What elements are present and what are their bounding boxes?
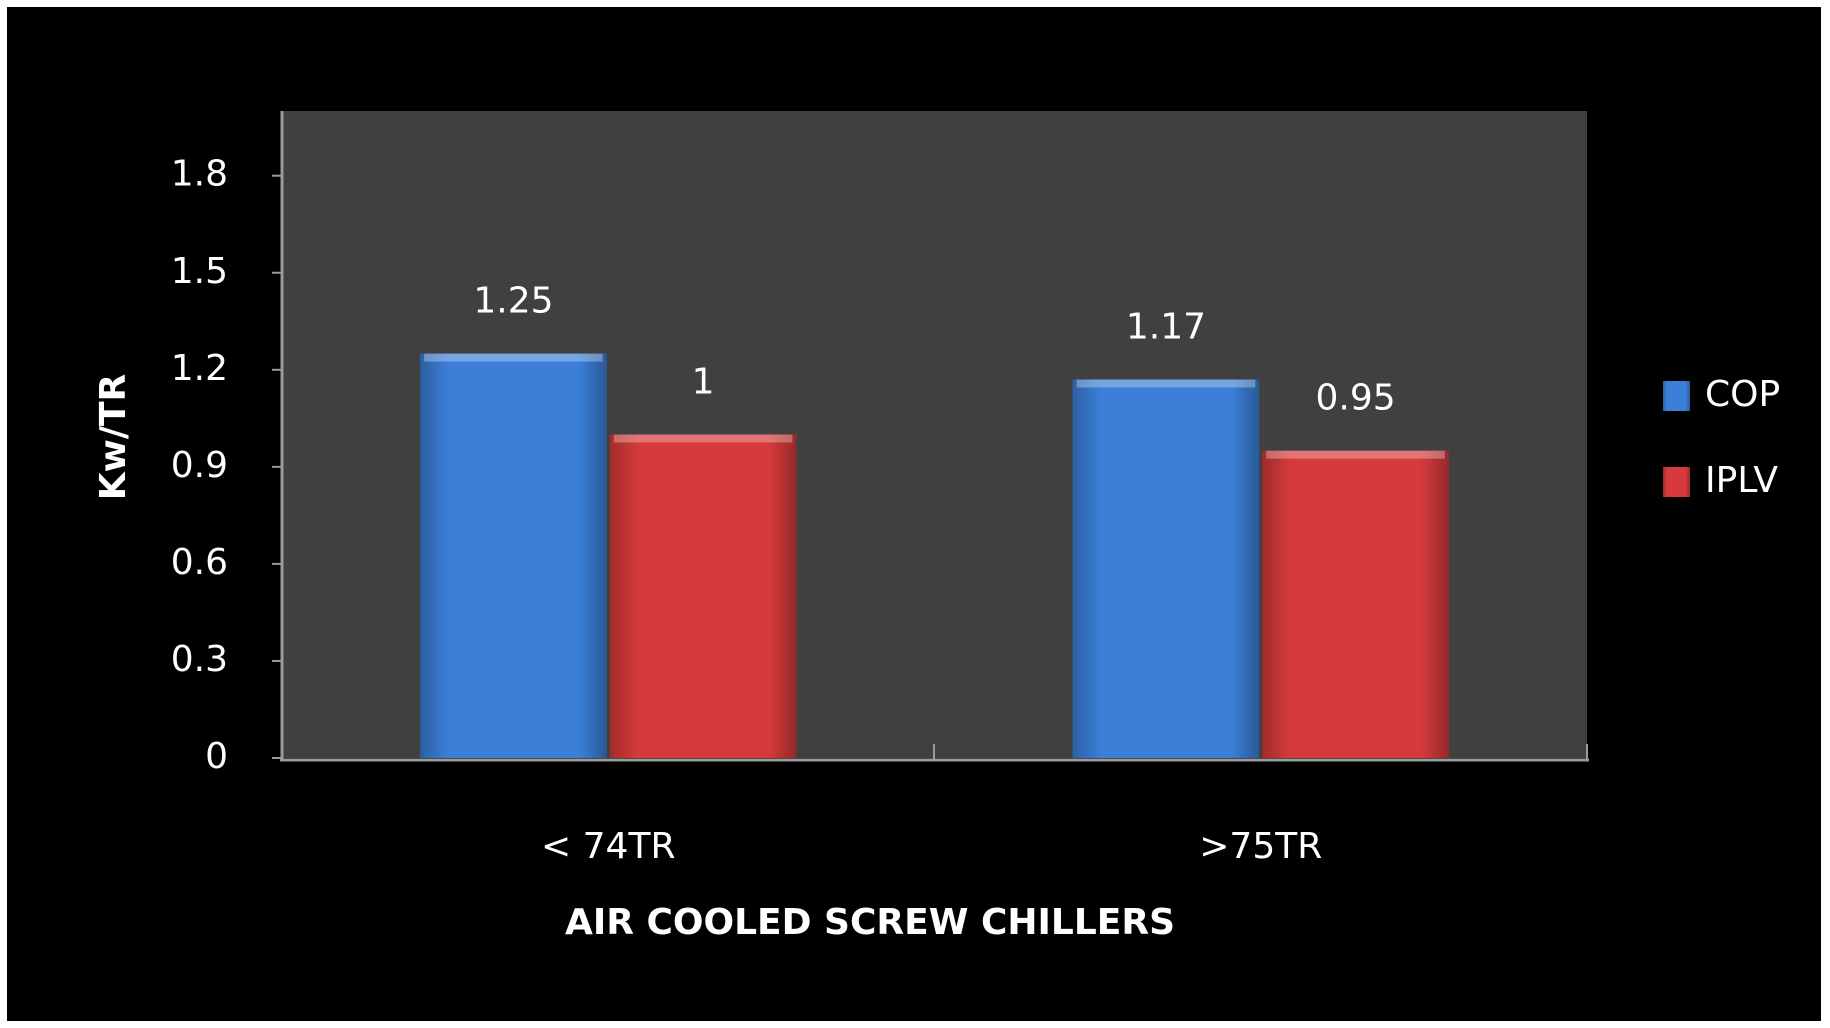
legend-swatch-shade <box>1663 381 1690 411</box>
legend-swatch-shade <box>1663 467 1690 497</box>
bar-highlight <box>613 434 793 443</box>
bar-shading <box>609 434 797 758</box>
y-tick-label: 0.3 <box>171 639 228 680</box>
x-tick-label: < 74TR <box>541 826 675 867</box>
y-tick-label: 0.6 <box>171 542 228 583</box>
x-tick-label: >75TR <box>1199 826 1322 867</box>
bar-shading <box>1072 379 1260 758</box>
bar-highlight <box>424 353 603 362</box>
bar-shading <box>1262 450 1449 758</box>
bar-shading <box>420 353 607 758</box>
data-label: 1 <box>692 362 715 403</box>
y-tick-label: 1.8 <box>171 154 228 195</box>
bar-highlight <box>1266 450 1445 459</box>
data-label: 1.17 <box>1126 307 1206 348</box>
y-axis-title: Kw/TR <box>93 374 134 501</box>
data-label: 1.25 <box>473 281 553 322</box>
x-axis-title: AIR COOLED SCREW CHILLERS <box>565 902 1175 943</box>
y-tick-label: 1.5 <box>171 251 228 292</box>
y-tick-label: 1.2 <box>171 348 228 389</box>
legend-label: COP <box>1705 374 1780 415</box>
data-label: 0.95 <box>1315 378 1395 419</box>
y-tick-label: 0.9 <box>171 445 228 486</box>
legend-label: IPLV <box>1705 460 1778 501</box>
y-tick-label: 0 <box>205 736 228 777</box>
bar-highlight <box>1076 379 1256 388</box>
